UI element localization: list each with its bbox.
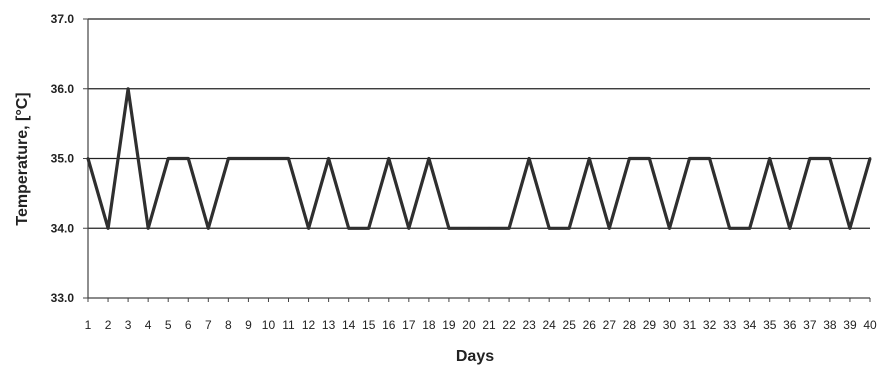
x-tick-label: 2 [105, 318, 112, 332]
x-tick-label: 5 [165, 318, 172, 332]
x-tick-label: 30 [663, 318, 677, 332]
x-tick-label: 7 [205, 318, 212, 332]
x-tick-label: 36 [783, 318, 797, 332]
x-tick-label: 17 [402, 318, 416, 332]
data-point [668, 226, 671, 230]
x-tick-label: 16 [382, 318, 396, 332]
data-point [447, 226, 451, 230]
data-point [688, 157, 691, 160]
x-tick-label: 4 [145, 318, 152, 332]
x-tick-label: 26 [583, 318, 597, 332]
x-tick-label: 23 [522, 318, 536, 332]
data-point [427, 157, 431, 160]
data-point [86, 157, 90, 160]
data-point [748, 226, 752, 230]
data-point [808, 157, 812, 160]
x-tick-label: 13 [322, 318, 336, 332]
x-tick-label: 6 [185, 318, 192, 332]
data-point [868, 157, 872, 160]
data-point [848, 226, 852, 230]
x-tick-label: 35 [763, 318, 777, 332]
data-point [648, 157, 651, 160]
x-tick-label: 12 [302, 318, 316, 332]
data-point [166, 157, 170, 160]
x-tick-label: 10 [262, 318, 276, 332]
x-tick-label: 24 [542, 318, 556, 332]
x-tick-label: 15 [362, 318, 376, 332]
x-tick-label: 37 [803, 318, 817, 332]
data-point [387, 157, 391, 160]
data-point [146, 226, 150, 230]
x-tick-label: 40 [863, 318, 877, 332]
horizontal-gridlines [88, 18, 870, 229]
x-tick-label: 11 [282, 318, 295, 332]
series-line-0 [86, 87, 872, 230]
chart-axes [83, 18, 871, 302]
data-point [828, 157, 832, 160]
data-point [627, 157, 631, 160]
series-group [86, 87, 872, 230]
data-point [106, 226, 110, 230]
x-tick-label: 20 [462, 318, 476, 332]
data-point [587, 157, 591, 160]
data-point [768, 157, 772, 160]
data-point [126, 87, 130, 91]
data-point [788, 226, 792, 230]
data-point [347, 226, 351, 230]
x-tick-label: 32 [703, 318, 717, 332]
data-point [247, 157, 250, 160]
data-point [607, 226, 611, 230]
data-point [407, 226, 411, 230]
data-point [367, 226, 371, 230]
y-axis-title: Temperature, [°C] [14, 92, 31, 225]
y-axis-tick-labels: 33.0 34.0 35.0 36.0 37.0 [51, 12, 75, 305]
data-point [267, 157, 270, 160]
x-tick-label: 31 [683, 318, 697, 332]
x-tick-label: 34 [743, 318, 757, 332]
x-tick-label: 19 [442, 318, 456, 332]
data-point [307, 226, 310, 230]
x-tick-label: 22 [502, 318, 516, 332]
data-point [728, 226, 732, 230]
data-point [226, 157, 230, 160]
y-tick-label: 37.0 [51, 12, 75, 26]
x-tick-label: 1 [85, 318, 92, 332]
x-axis-tick-labels: 1 2 3 4 5 6 7 8 9 10 11 12 13 14 15 16 17 18 19 20 21 22 23 24 2… [85, 318, 877, 332]
x-tick-label: 8 [225, 318, 232, 332]
data-point [567, 226, 571, 230]
data-point [507, 226, 511, 230]
x-tick-label: 27 [603, 318, 617, 332]
x-tick-label: 33 [723, 318, 737, 332]
y-tick-label: 34.0 [51, 221, 75, 235]
y-tick-label: 35.0 [51, 152, 75, 166]
data-point [467, 226, 471, 230]
data-point [186, 157, 190, 160]
x-tick-label: 21 [482, 318, 496, 332]
data-point [327, 157, 331, 160]
y-tick-label: 36.0 [51, 82, 75, 96]
data-point [487, 226, 491, 230]
x-tick-label: 28 [623, 318, 637, 332]
data-point [708, 157, 711, 160]
x-tick-label: 3 [125, 318, 132, 332]
x-tick-label: 25 [563, 318, 577, 332]
x-tick-label: 29 [643, 318, 657, 332]
x-tick-label: 39 [843, 318, 857, 332]
data-point [206, 226, 210, 230]
x-tick-label: 38 [823, 318, 837, 332]
x-tick-label: 18 [422, 318, 436, 332]
data-point [527, 157, 531, 160]
y-tick-label: 33.0 [51, 291, 75, 305]
x-tick-label: 14 [342, 318, 356, 332]
x-tick-label: 9 [245, 318, 252, 332]
data-point [547, 226, 551, 230]
data-point [287, 157, 290, 160]
x-axis-title: Days [456, 348, 494, 365]
